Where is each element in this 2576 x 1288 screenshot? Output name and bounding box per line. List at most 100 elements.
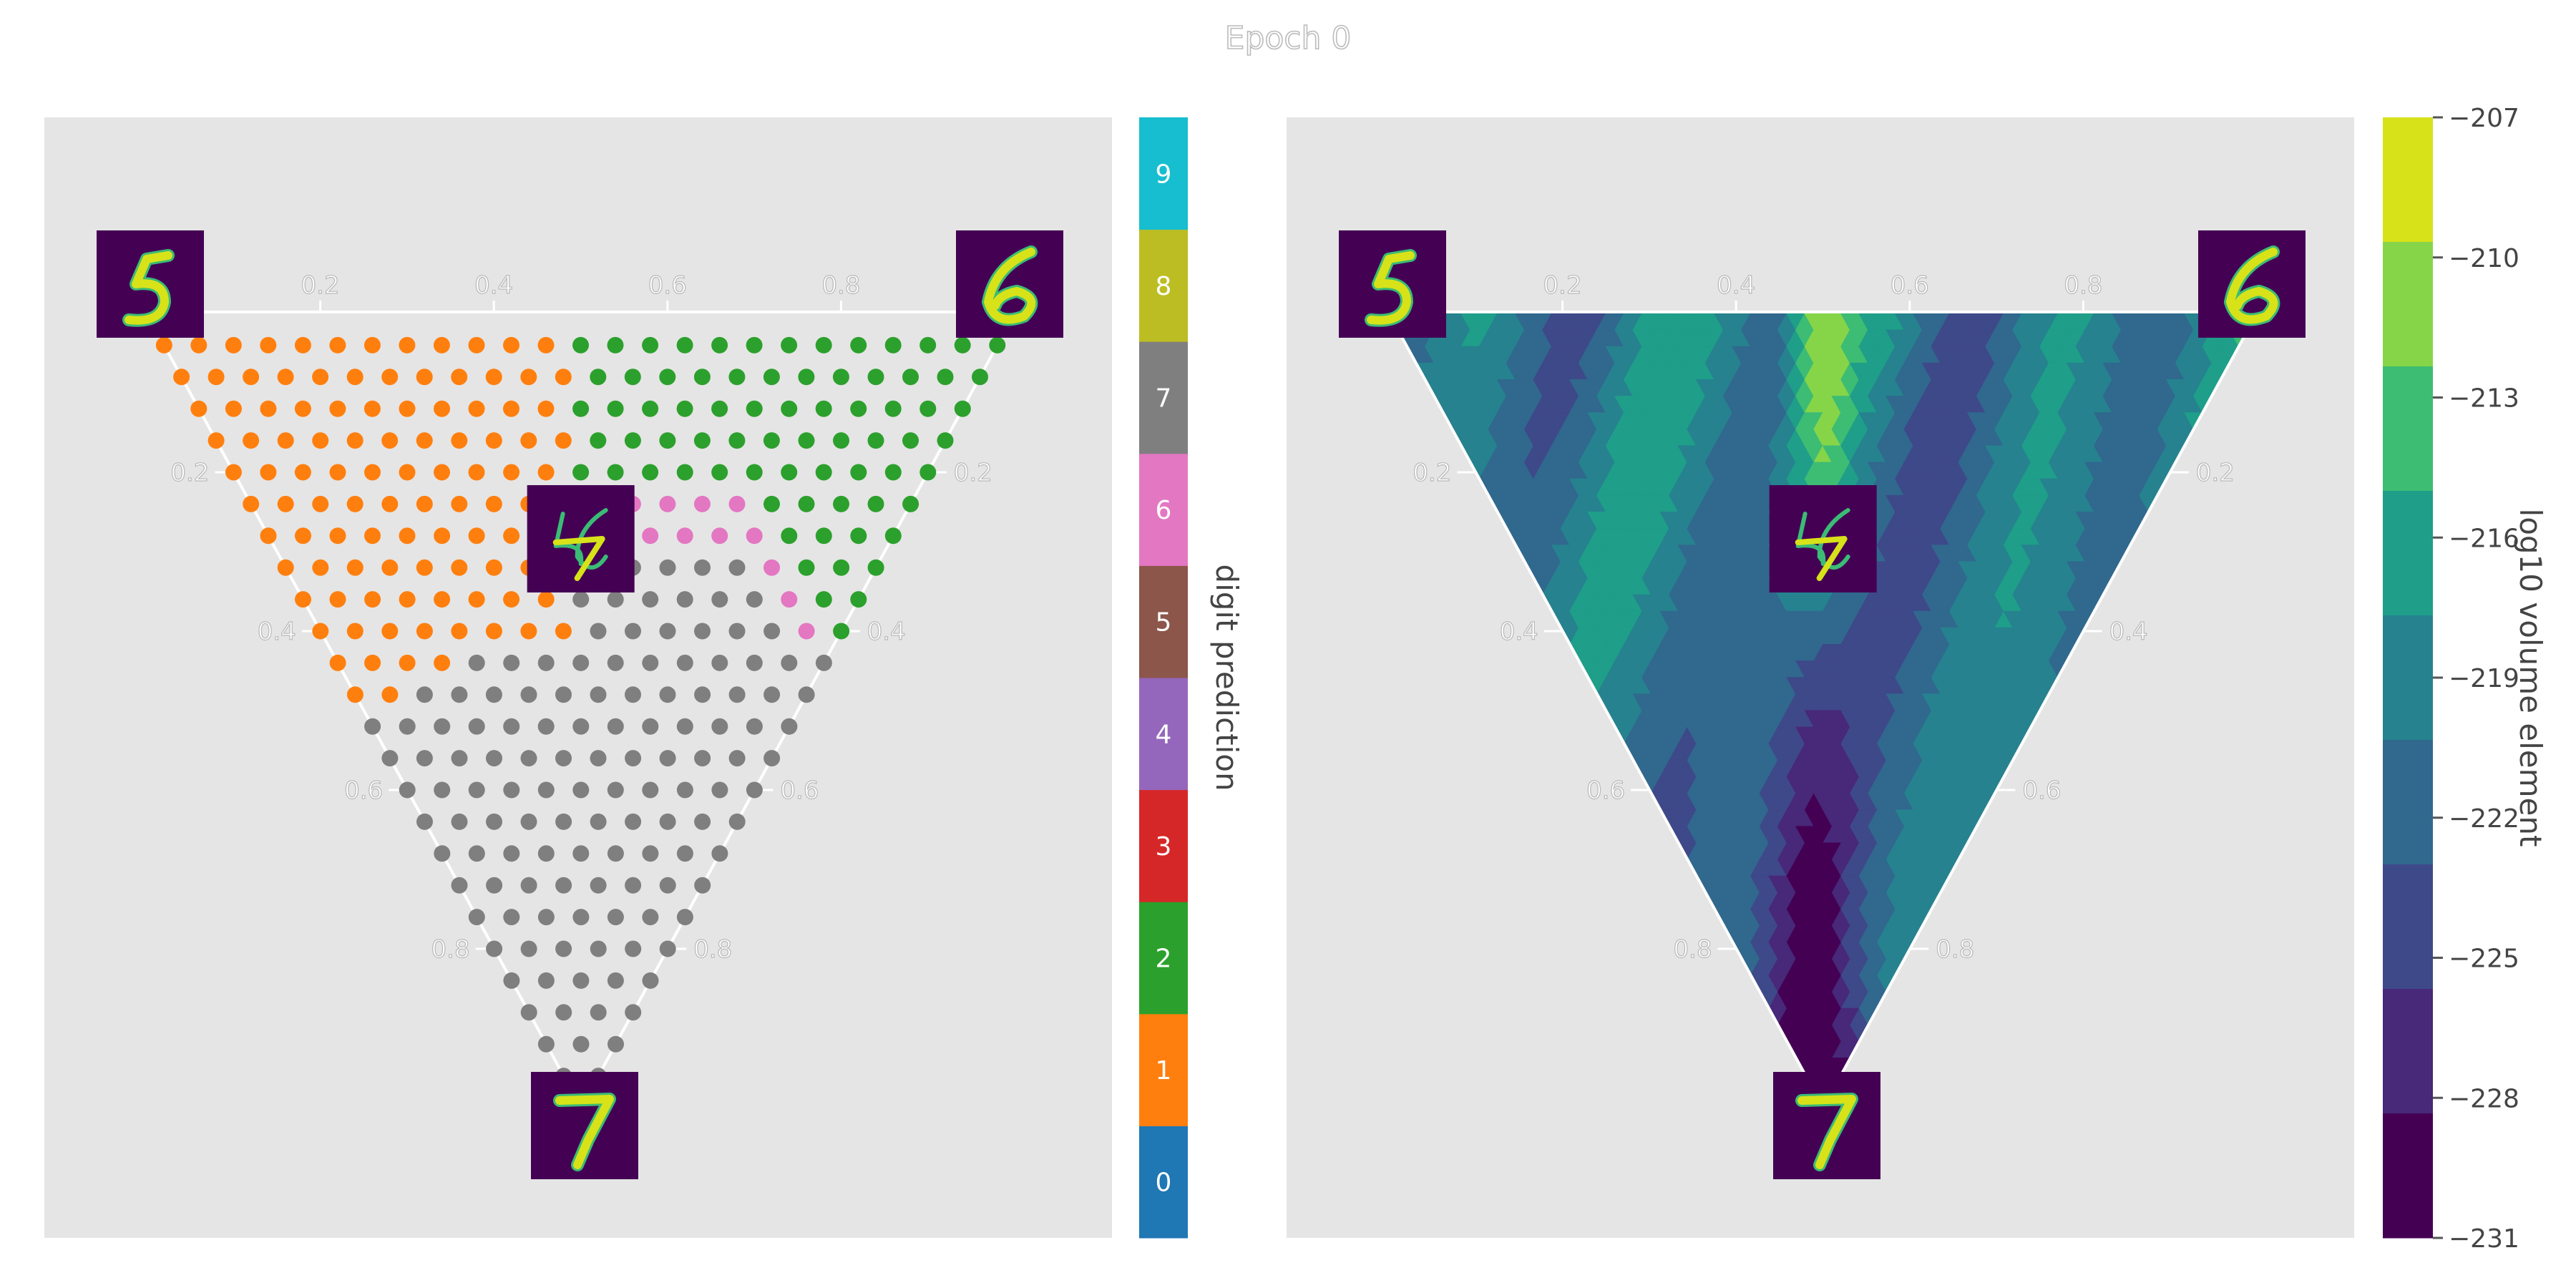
prediction-point: [642, 464, 659, 481]
prediction-point: [486, 813, 502, 830]
prediction-point: [277, 432, 294, 449]
prediction-point: [520, 369, 537, 386]
prediction-point: [416, 686, 433, 703]
prediction-point: [642, 718, 659, 735]
prediction-point: [937, 432, 954, 449]
prediction-point: [520, 623, 537, 640]
colorbar-band: [2383, 242, 2433, 367]
left-left-tick-label: 0.2: [170, 459, 209, 487]
prediction-point: [972, 369, 988, 386]
prediction-point: [798, 559, 815, 576]
prediction-point: [312, 369, 329, 386]
prediction-point: [590, 623, 607, 640]
prediction-point: [434, 400, 450, 417]
prediction-point: [884, 527, 902, 545]
prediction-point: [260, 336, 277, 353]
prediction-point: [468, 845, 485, 862]
prediction-point: [364, 336, 381, 353]
colorbar-band: [2383, 1113, 2433, 1239]
prediction-point: [590, 369, 607, 386]
colorbar-digit-label: 7: [1156, 384, 1172, 414]
colorbar-band: [2383, 491, 2433, 616]
prediction-point: [346, 369, 364, 386]
prediction-point: [676, 400, 693, 417]
prediction-point: [399, 336, 416, 353]
prediction-point: [676, 527, 693, 545]
prediction-point: [434, 464, 450, 481]
right-top-tick-label: 0.8: [2064, 271, 2102, 300]
prediction-point: [607, 654, 624, 671]
prediction-point: [381, 369, 399, 386]
prediction-point: [434, 845, 451, 862]
prediction-point: [607, 845, 624, 862]
prediction-point: [485, 559, 502, 576]
prediction-point: [277, 495, 294, 512]
prediction-point: [399, 718, 416, 735]
prediction-point: [399, 654, 416, 671]
prediction-point: [416, 559, 433, 576]
prediction-point: [850, 336, 867, 353]
prediction-point: [781, 654, 798, 671]
prediction-point: [277, 369, 294, 386]
prediction-point: [468, 527, 485, 545]
prediction-point: [381, 432, 399, 449]
prediction-point: [781, 336, 798, 353]
prediction-point: [451, 750, 468, 767]
left-axis-ticks: 0.2 0.4 0.6 0.8 0.2 0.4 0.6 0.8 0.2 0.4 0.6 0.8: [145, 270, 1016, 1108]
prediction-point: [520, 940, 537, 957]
prediction-point: [243, 369, 260, 386]
colorbar-band: [2383, 864, 2433, 990]
prediction-point: [537, 464, 555, 481]
right-colorbar-label: log10 volume element: [2513, 509, 2548, 847]
prediction-point: [416, 813, 433, 830]
left-ternary-panel: 0.2 0.4 0.6 0.8 0.2 0.4 0.6 0.8 0.2 0.4 0.6 0.8: [44, 117, 1112, 1238]
prediction-point: [399, 527, 416, 545]
colorbar-digit-label: 0: [1156, 1169, 1172, 1198]
colorbar-swatch-9: [1139, 117, 1188, 230]
colorbar-swatch-2: [1139, 902, 1188, 1015]
right-top-tick-label: 0.2: [1543, 271, 1582, 300]
colorbar-band: [2383, 740, 2433, 865]
prediction-point: [659, 877, 676, 894]
right-top-tick-label: 0.4: [1717, 271, 1755, 300]
prediction-point: [572, 336, 589, 353]
prediction-point: [676, 654, 693, 671]
colorbar-swatch-3: [1139, 789, 1188, 902]
prediction-point: [711, 718, 728, 735]
prediction-point: [346, 495, 364, 512]
prediction-point: [884, 464, 902, 481]
prediction-point: [798, 623, 815, 640]
prediction-point: [746, 718, 763, 735]
prediction-point: [781, 464, 798, 481]
prediction-point: [503, 781, 520, 799]
prediction-point: [781, 400, 798, 417]
prediction-point: [572, 400, 590, 417]
prediction-point: [485, 432, 502, 449]
prediction-point: [243, 495, 260, 512]
colorbar-band: [2383, 117, 2433, 243]
figure-title: Epoch 0: [1225, 20, 1352, 57]
prediction-point: [659, 750, 676, 767]
prediction-point: [468, 591, 485, 608]
prediction-point: [676, 718, 693, 735]
prediction-point: [346, 623, 364, 640]
prediction-point: [625, 686, 641, 703]
prediction-point: [208, 432, 225, 449]
right-mixed-digit-image: [1769, 485, 1877, 592]
prediction-point: [919, 400, 937, 417]
colorbar-tick-label: −225: [2449, 945, 2519, 974]
prediction-point: [346, 686, 364, 703]
prediction-point: [694, 813, 711, 830]
prediction-point: [381, 559, 399, 576]
prediction-point: [451, 813, 468, 830]
prediction-point: [746, 781, 763, 799]
prediction-point: [503, 464, 520, 481]
colorbar-swatch-5: [1139, 565, 1188, 678]
prediction-point: [694, 686, 711, 703]
prediction-point: [520, 432, 537, 449]
colorbar-swatch-4: [1139, 678, 1188, 791]
prediction-point: [833, 559, 850, 576]
prediction-point: [503, 972, 520, 989]
prediction-point: [364, 400, 381, 417]
